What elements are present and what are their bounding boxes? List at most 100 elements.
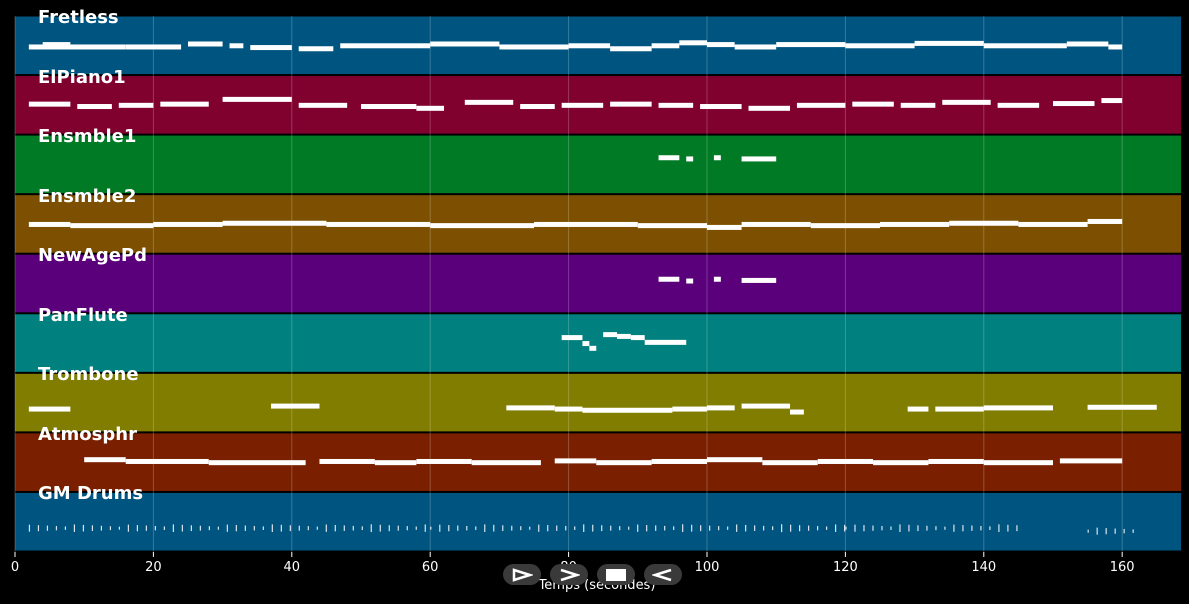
- note-mark: [1101, 98, 1123, 104]
- note-mark: [706, 42, 735, 48]
- note-mark: [734, 44, 777, 50]
- note-mark: [691, 524, 693, 532]
- note-mark: [388, 525, 390, 532]
- x-tick-label: 20: [145, 560, 162, 575]
- note-mark: [644, 339, 687, 345]
- note-mark: [914, 40, 984, 46]
- note-mark: [983, 43, 1067, 49]
- note-mark: [686, 278, 694, 284]
- note-mark: [439, 524, 441, 532]
- note-mark: [374, 460, 417, 466]
- note-mark: [1016, 525, 1018, 532]
- note-mark: [879, 221, 950, 227]
- x-tick-label: 100: [694, 560, 720, 575]
- note-mark: [1108, 44, 1123, 50]
- note-mark: [457, 525, 459, 531]
- note-mark: [499, 44, 569, 50]
- note-mark: [741, 156, 777, 162]
- note-mark: [596, 460, 652, 466]
- note-mark: [28, 221, 71, 227]
- note-mark: [745, 524, 747, 532]
- note-mark: [630, 335, 645, 341]
- note-mark: [271, 524, 273, 533]
- note-mark: [326, 221, 431, 227]
- note-mark: [983, 405, 1053, 411]
- note-mark: [565, 525, 567, 531]
- note-mark: [942, 99, 991, 105]
- note-mark: [533, 221, 638, 227]
- note-mark: [217, 526, 219, 530]
- note-mark: [307, 526, 309, 531]
- play-button[interactable]: [503, 564, 541, 585]
- note-mark: [679, 40, 707, 46]
- note-mark: [340, 43, 431, 49]
- note-mark: [1132, 529, 1134, 533]
- note-mark: [229, 43, 244, 49]
- note-mark: [1114, 528, 1116, 534]
- track-label: ElPiano1: [38, 66, 126, 88]
- note-mark: [361, 526, 363, 531]
- note-mark: [672, 406, 707, 412]
- note-mark: [466, 525, 468, 531]
- note-mark: [772, 526, 774, 531]
- track-label: Trombone: [38, 364, 139, 386]
- x-tick-label: 60: [421, 560, 439, 575]
- note-mark: [289, 525, 291, 532]
- note-mark: [109, 526, 112, 531]
- note-mark: [935, 406, 984, 412]
- note-mark: [222, 220, 327, 226]
- note-mark: [706, 457, 763, 463]
- track-label: GM Drums: [38, 483, 144, 505]
- note-mark: [125, 458, 209, 464]
- note-mark: [983, 460, 1053, 466]
- note-mark: [682, 524, 684, 533]
- note-mark: [1087, 529, 1089, 533]
- note-mark: [1018, 221, 1088, 227]
- note-mark: [817, 458, 874, 464]
- note-mark: [475, 526, 477, 530]
- note-mark: [520, 526, 522, 531]
- note-mark: [817, 526, 819, 531]
- note-mark: [118, 102, 154, 108]
- note-mark: [28, 406, 71, 412]
- note-mark: [1087, 218, 1123, 224]
- note-mark: [181, 524, 183, 532]
- note-mark: [77, 104, 112, 110]
- note-mark: [538, 524, 540, 532]
- note-mark: [583, 524, 585, 533]
- note-mark: [741, 277, 777, 283]
- rewind-button[interactable]: [644, 564, 682, 585]
- note-mark: [208, 526, 210, 531]
- note-mark: [646, 524, 648, 532]
- note-mark: [1059, 458, 1123, 464]
- note-mark: [808, 525, 810, 531]
- note-mark: [506, 405, 555, 411]
- note-mark: [529, 526, 531, 530]
- note-mark: [262, 526, 264, 530]
- note-mark: [502, 525, 504, 532]
- note-mark: [415, 526, 417, 530]
- note-mark: [163, 526, 165, 530]
- note-mark: [826, 526, 828, 530]
- note-mark: [890, 526, 892, 530]
- note-mark: [637, 223, 707, 229]
- note-mark: [651, 458, 707, 464]
- note-mark: [235, 525, 237, 532]
- note-mark: [713, 276, 721, 282]
- forward-button[interactable]: [550, 564, 588, 585]
- stop-button[interactable]: [597, 564, 635, 585]
- note-mark: [872, 525, 874, 531]
- track-label: Ensmble1: [38, 126, 137, 148]
- note-mark: [603, 332, 618, 338]
- note-mark: [1066, 41, 1109, 47]
- note-mark: [881, 525, 883, 531]
- track-band: [15, 135, 1181, 194]
- note-mark: [844, 524, 846, 532]
- note-mark: [928, 458, 984, 464]
- note-mark: [64, 526, 67, 530]
- note-mark: [706, 224, 742, 230]
- rewind-icon: [652, 568, 672, 581]
- note-mark: [619, 526, 621, 531]
- note-mark: [582, 407, 673, 413]
- note-mark: [424, 524, 426, 532]
